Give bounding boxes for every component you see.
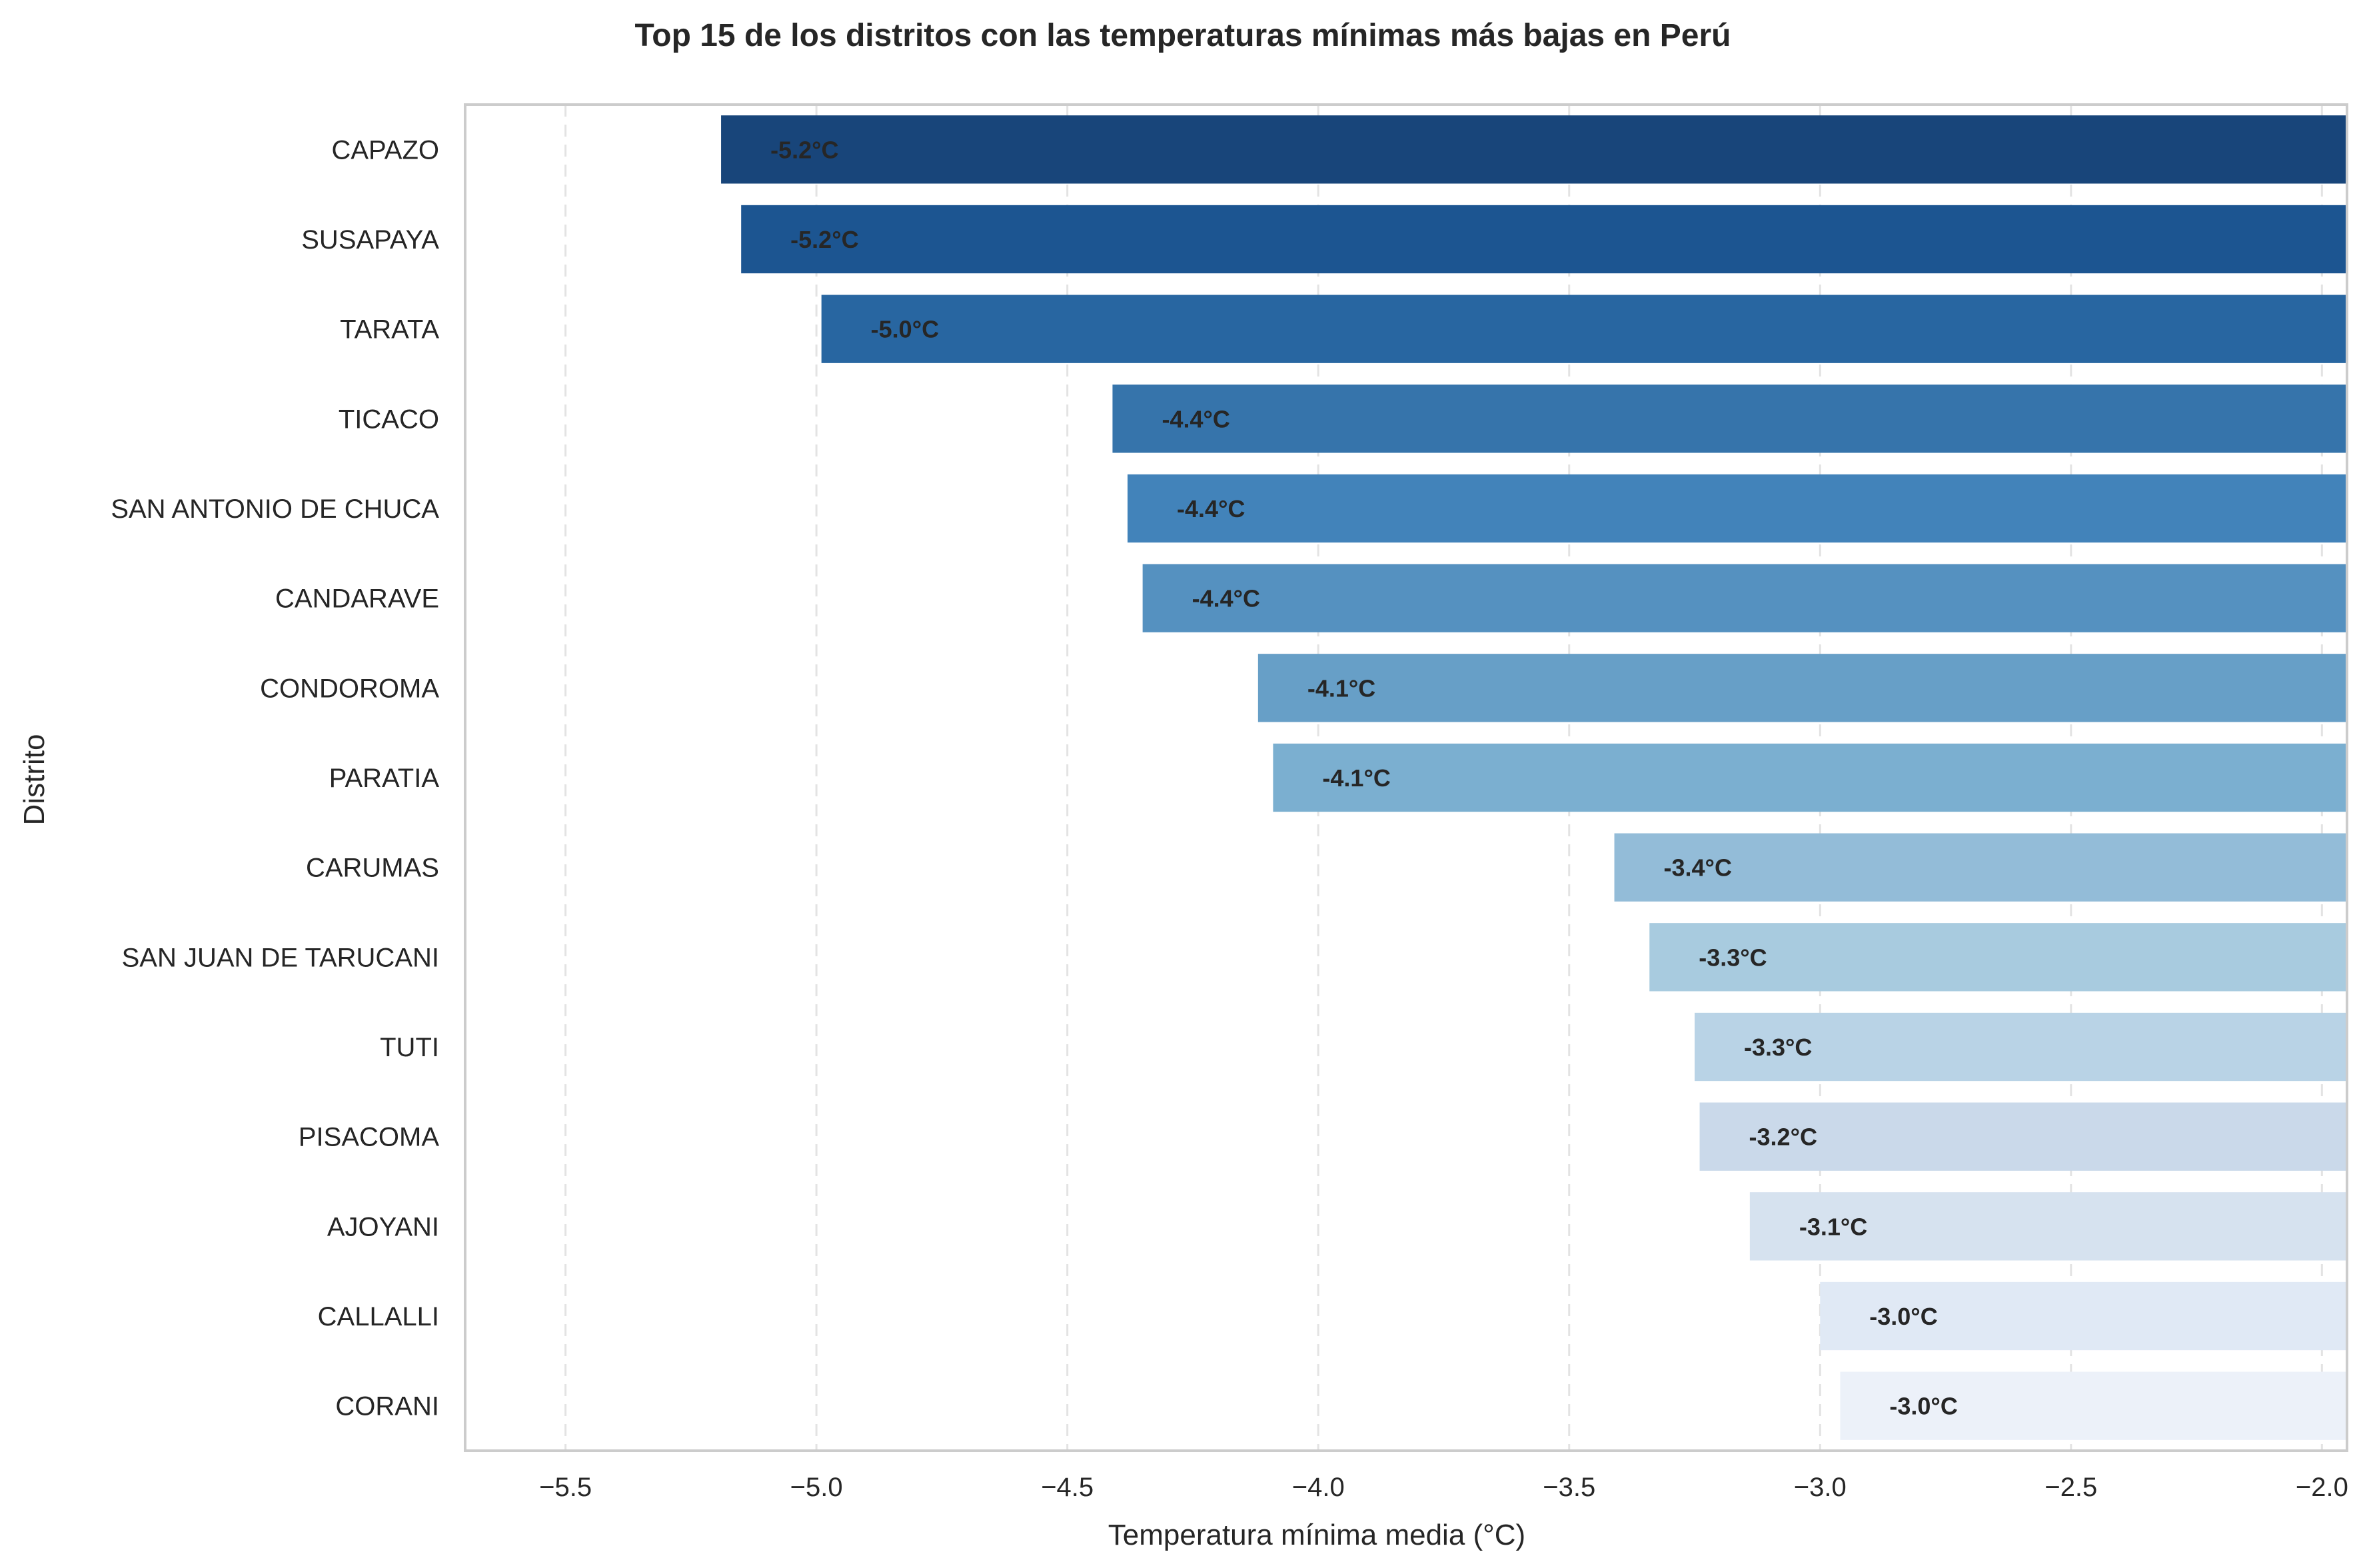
bar [1649,923,2347,992]
category-label: PISACOMA [299,1123,439,1152]
x-tick-label: −5.5 [539,1473,592,1502]
category-label: PARATIA [329,764,440,793]
bar-value-label: -4.4°C [1162,405,1229,432]
bar [1128,474,2347,543]
category-label: CANDARAVE [275,584,439,614]
x-tick-label: −4.5 [1041,1473,1094,1502]
bar-value-label: -5.0°C [871,316,939,343]
bar [1257,654,2347,722]
category-label: TUTI [380,1033,439,1062]
x-tick-label: −2.5 [2044,1473,2097,1502]
bar [1820,1281,2347,1351]
bar [1695,1012,2347,1082]
bar-value-label: -5.2°C [790,226,858,253]
x-tick-label: −5.0 [790,1473,843,1502]
x-tick-labels: −5.5 −5.0 −4.5 −4.0 −3.5 −3.0 −2.5 −2.0 [539,1473,2348,1502]
bar [1614,833,2347,902]
category-labels: CAPAZO SUSAPAYA TARATA TICACO SAN ANTONIO DE… [111,135,439,1421]
plot-frame [464,103,2348,1452]
bar [1749,1192,2347,1261]
category-label: SAN JUAN DE TARUCANI [122,943,439,972]
x-tick-label: −4.0 [1292,1473,1345,1502]
category-label: CONDOROMA [260,674,439,703]
category-label: SAN ANTONIO DE CHUCA [111,494,439,524]
category-label: CALLALLI [318,1302,439,1331]
category-label: CORANI [335,1392,439,1421]
bar [721,115,2347,184]
bar-value-label: -4.1°C [1322,764,1390,792]
category-label: TICACO [339,404,439,434]
bar-value-label: -4.1°C [1307,674,1375,702]
bar-value-label: -3.4°C [1664,854,1732,882]
bar [821,295,2348,363]
bar [1273,743,2347,812]
bar-value-label: -4.4°C [1192,585,1260,612]
bar-value-label: -3.3°C [1699,944,1767,971]
chart-title: Top 15 de los distritos con las temperat… [634,18,1731,53]
bar-value-label: -3.3°C [1744,1034,1812,1061]
category-label: CAPAZO [331,135,439,165]
bar-value-label: -3.1°C [1799,1213,1867,1240]
x-tick-label: −3.5 [1543,1473,1595,1502]
bar [1112,385,2347,453]
bar [741,205,2348,274]
y-axis-label: Distrito [18,734,51,826]
bar [1699,1102,2347,1171]
bar-value-label: -3.0°C [1889,1393,1957,1420]
bars [721,115,2348,1440]
x-tick-label: −3.0 [1794,1473,1847,1502]
category-label: SUSAPAYA [301,225,439,255]
bar-value-label: -3.2°C [1749,1124,1817,1151]
x-tick-label: −2.0 [2296,1473,2348,1502]
category-label: TARATA [340,315,439,345]
bar [1840,1371,2347,1440]
category-label: CARUMAS [306,854,439,883]
bar [1142,564,2347,632]
category-label: AJOYANI [327,1212,439,1241]
bar-value-label: -3.0°C [1869,1303,1937,1330]
bar-value-label: -4.4°C [1177,495,1245,522]
x-axis-label: Temperatura mínima media (°C) [1108,1519,1525,1551]
data-labels: -5.2°C -5.2°C -5.0°C -4.4°C -4.4°C -4.4°C -4.1… [770,136,1958,1419]
bar-value-label: -5.2°C [770,136,838,163]
